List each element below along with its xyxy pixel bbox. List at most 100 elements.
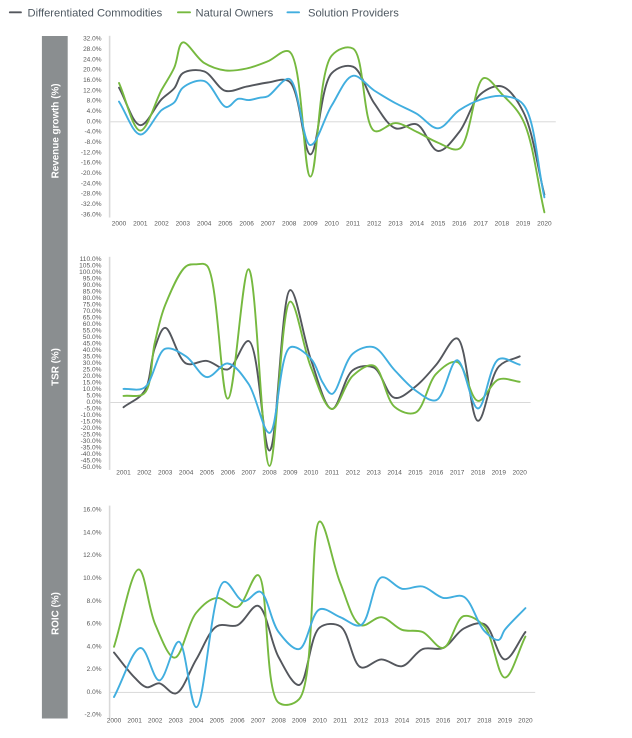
svg-text:25.0%: 25.0% xyxy=(83,367,102,374)
svg-text:2013: 2013 xyxy=(374,718,389,725)
svg-text:2003: 2003 xyxy=(158,470,173,477)
svg-text:2013: 2013 xyxy=(366,470,381,477)
svg-text:2004: 2004 xyxy=(197,221,212,228)
svg-text:2015: 2015 xyxy=(415,718,430,725)
svg-text:2005: 2005 xyxy=(200,470,215,477)
svg-text:2010: 2010 xyxy=(304,470,319,477)
svg-text:4.0%: 4.0% xyxy=(87,643,102,650)
svg-text:16.0%: 16.0% xyxy=(83,507,102,514)
svg-text:2014: 2014 xyxy=(395,718,410,725)
svg-text:2020: 2020 xyxy=(537,221,552,228)
svg-text:2011: 2011 xyxy=(325,470,339,477)
svg-text:2007: 2007 xyxy=(261,221,276,228)
svg-text:55.0%: 55.0% xyxy=(83,328,102,335)
svg-text:8.0%: 8.0% xyxy=(87,98,102,105)
svg-text:12.0%: 12.0% xyxy=(83,87,102,94)
svg-text:12.0%: 12.0% xyxy=(83,552,102,559)
svg-text:0.0%: 0.0% xyxy=(87,118,102,125)
svg-text:2010: 2010 xyxy=(324,221,339,228)
svg-text:2016: 2016 xyxy=(436,718,451,725)
svg-text:8.0%: 8.0% xyxy=(87,598,102,605)
svg-text:TSR (%): TSR (%) xyxy=(50,348,61,386)
svg-text:-16.0%: -16.0% xyxy=(81,160,102,167)
svg-text:2006: 2006 xyxy=(239,221,254,228)
svg-text:4.0%: 4.0% xyxy=(87,108,102,115)
svg-text:-2.0%: -2.0% xyxy=(85,712,102,719)
svg-text:65.0%: 65.0% xyxy=(83,315,102,322)
svg-text:20.0%: 20.0% xyxy=(83,67,102,74)
svg-text:2.0%: 2.0% xyxy=(87,666,102,673)
svg-text:10.0%: 10.0% xyxy=(83,575,102,582)
svg-text:2016: 2016 xyxy=(452,221,467,228)
svg-text:110.0%: 110.0% xyxy=(80,256,102,263)
svg-text:2001: 2001 xyxy=(133,221,148,228)
svg-text:-20.0%: -20.0% xyxy=(81,170,102,177)
svg-text:2013: 2013 xyxy=(388,221,403,228)
svg-text:Differentiated Commodities: Differentiated Commodities xyxy=(28,7,163,19)
svg-text:2019: 2019 xyxy=(498,718,513,725)
svg-text:2003: 2003 xyxy=(168,718,183,725)
svg-text:ROIC (%): ROIC (%) xyxy=(50,592,61,635)
svg-text:30.0%: 30.0% xyxy=(83,360,102,367)
svg-text:2008: 2008 xyxy=(271,718,286,725)
svg-text:2002: 2002 xyxy=(154,221,169,228)
svg-text:Solution Providers: Solution Providers xyxy=(308,7,399,19)
svg-text:100.0%: 100.0% xyxy=(79,269,102,276)
svg-text:20.0%: 20.0% xyxy=(83,373,102,380)
svg-text:16.0%: 16.0% xyxy=(83,77,102,84)
svg-text:40.0%: 40.0% xyxy=(83,347,102,354)
svg-text:75.0%: 75.0% xyxy=(83,302,102,309)
svg-text:Revenue growth (%): Revenue growth (%) xyxy=(50,83,61,178)
svg-text:2004: 2004 xyxy=(189,718,204,725)
svg-text:14.0%: 14.0% xyxy=(83,529,102,536)
svg-text:2015: 2015 xyxy=(431,221,446,228)
svg-text:2002: 2002 xyxy=(137,470,152,477)
svg-text:6.0%: 6.0% xyxy=(87,621,102,628)
svg-text:60.0%: 60.0% xyxy=(83,321,102,328)
svg-text:-15.0%: -15.0% xyxy=(81,419,102,426)
svg-text:105.0%: 105.0% xyxy=(79,263,102,270)
svg-text:-50.0%: -50.0% xyxy=(81,464,102,471)
svg-text:24.0%: 24.0% xyxy=(83,56,102,63)
svg-text:2020: 2020 xyxy=(518,718,533,725)
svg-text:-28.0%: -28.0% xyxy=(81,191,102,198)
svg-text:2005: 2005 xyxy=(210,718,225,725)
svg-text:2007: 2007 xyxy=(251,718,266,725)
svg-text:2001: 2001 xyxy=(127,718,142,725)
svg-text:2009: 2009 xyxy=(283,470,298,477)
svg-text:2006: 2006 xyxy=(221,470,236,477)
svg-text:2008: 2008 xyxy=(262,470,277,477)
svg-text:-35.0%: -35.0% xyxy=(81,445,102,452)
svg-text:2010: 2010 xyxy=(312,718,327,725)
svg-text:2014: 2014 xyxy=(387,470,402,477)
svg-text:-25.0%: -25.0% xyxy=(81,432,102,439)
svg-text:2012: 2012 xyxy=(367,221,382,228)
svg-text:2008: 2008 xyxy=(282,221,297,228)
svg-text:-24.0%: -24.0% xyxy=(81,180,102,187)
svg-text:90.0%: 90.0% xyxy=(83,282,102,289)
svg-text:95.0%: 95.0% xyxy=(83,276,102,283)
svg-text:2011: 2011 xyxy=(346,221,360,228)
svg-text:2015: 2015 xyxy=(408,470,423,477)
svg-text:2014: 2014 xyxy=(410,221,425,228)
svg-text:50.0%: 50.0% xyxy=(83,334,102,341)
svg-text:-45.0%: -45.0% xyxy=(81,458,102,465)
svg-text:2000: 2000 xyxy=(112,221,127,228)
svg-text:2002: 2002 xyxy=(148,718,163,725)
svg-text:5.0%: 5.0% xyxy=(86,393,101,400)
svg-text:-30.0%: -30.0% xyxy=(81,438,102,445)
svg-text:2012: 2012 xyxy=(346,470,361,477)
svg-text:2000: 2000 xyxy=(107,718,122,725)
svg-text:-20.0%: -20.0% xyxy=(81,425,102,432)
svg-text:-40.0%: -40.0% xyxy=(81,451,102,458)
svg-text:2011: 2011 xyxy=(333,718,347,725)
svg-text:2004: 2004 xyxy=(179,470,194,477)
svg-text:32.0%: 32.0% xyxy=(83,36,102,43)
svg-text:-5.0%: -5.0% xyxy=(84,406,101,413)
svg-text:0.0%: 0.0% xyxy=(86,399,101,406)
svg-text:Natural Owners: Natural Owners xyxy=(196,7,274,19)
svg-text:2009: 2009 xyxy=(292,718,307,725)
svg-text:2001: 2001 xyxy=(116,470,131,477)
svg-text:-10.0%: -10.0% xyxy=(81,412,102,419)
svg-text:2017: 2017 xyxy=(456,718,471,725)
